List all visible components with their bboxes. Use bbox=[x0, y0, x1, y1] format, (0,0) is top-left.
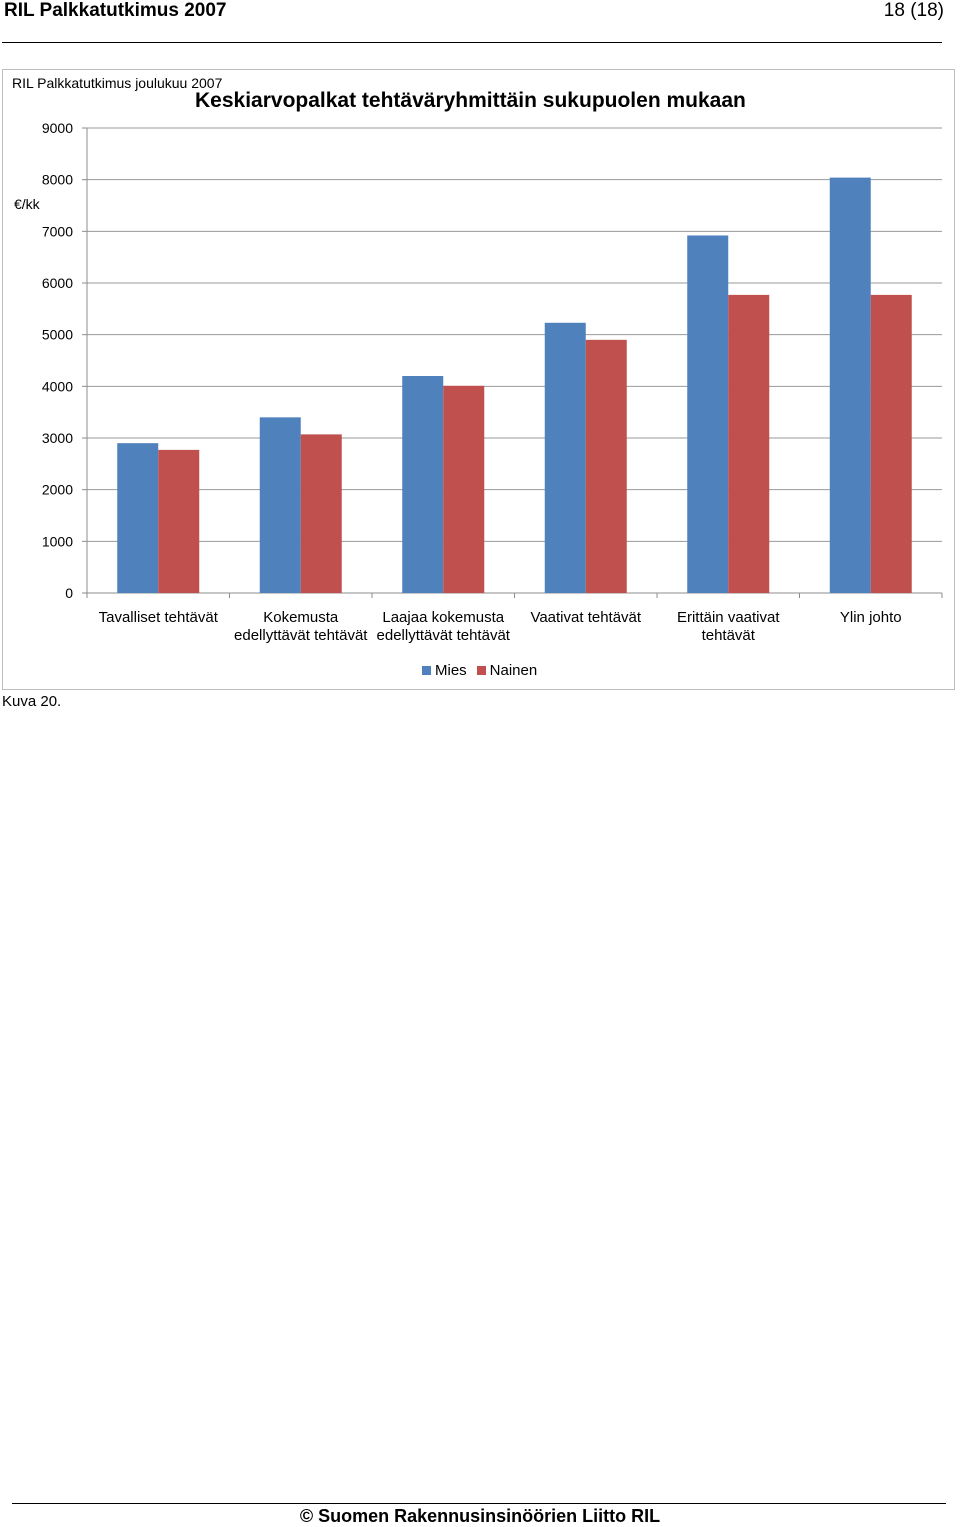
bar-mies bbox=[829, 177, 871, 593]
y-tick-label: 3000 bbox=[42, 430, 73, 446]
bar-mies bbox=[117, 443, 159, 593]
y-tick-label: 5000 bbox=[42, 327, 73, 343]
legend-label-mies: Mies bbox=[435, 662, 467, 679]
figure-caption: Kuva 20. bbox=[2, 693, 62, 710]
x-category-label: Vaativat tehtävät bbox=[530, 609, 641, 626]
y-tick-label: 9000 bbox=[42, 120, 73, 136]
document-header-title: RIL Palkkatutkimus 2007 bbox=[4, 0, 227, 21]
chart-legend: Mies Nainen bbox=[422, 662, 547, 679]
x-category-label-line: Kokemusta bbox=[263, 609, 339, 626]
y-axis-label: €/kk bbox=[14, 196, 40, 212]
y-tick-label: 0 bbox=[65, 585, 73, 601]
legend-swatch-nainen bbox=[476, 666, 486, 675]
y-tick-label: 7000 bbox=[42, 223, 73, 239]
x-category-label: Kokemusta edellyttävät tehtävät bbox=[234, 609, 368, 644]
y-tick-label: 1000 bbox=[42, 533, 73, 549]
bar-mies bbox=[402, 376, 444, 593]
y-tick-label: 2000 bbox=[42, 482, 73, 498]
bar-mies bbox=[687, 235, 729, 593]
bar-chart: 0 1000 2000 3000 4000 5000 6000 7000 8000 9000 Tav… bbox=[42, 120, 943, 644]
x-category-label-line: Ylin johto bbox=[840, 609, 902, 626]
y-tick-label: 4000 bbox=[42, 378, 73, 394]
x-category-label-line: tehtävät bbox=[702, 627, 756, 644]
y-tick-label: 6000 bbox=[42, 275, 73, 291]
header-divider bbox=[2, 42, 942, 43]
legend-label-nainen: Nainen bbox=[489, 662, 538, 679]
chart-title: Keskiarvopalkat tehtäväryhmittäin sukupu… bbox=[195, 89, 746, 112]
bar-mies bbox=[259, 417, 301, 593]
x-category-label-line: Laajaa kokemusta bbox=[382, 609, 504, 626]
bar-nainen bbox=[443, 385, 485, 593]
chart-frame bbox=[2, 69, 955, 690]
footer-copyright: © Suomen Rakennusinsinöörien Liitto RIL bbox=[299, 1506, 661, 1526]
bar-mies bbox=[544, 322, 586, 593]
x-category-label-line: Vaativat tehtävät bbox=[530, 609, 641, 626]
bar-nainen bbox=[300, 434, 342, 593]
x-category-label: Tavalliset tehtävät bbox=[99, 609, 219, 626]
x-category-label-line: Erittäin vaativat bbox=[677, 609, 780, 626]
legend-item-nainen: Nainen bbox=[476, 662, 538, 679]
footer-divider bbox=[12, 1503, 946, 1504]
x-category-label-line: edellyttävät tehtävät bbox=[377, 627, 511, 644]
x-category-label: Laajaa kokemusta edellyttävät tehtävät bbox=[377, 609, 511, 644]
legend-item-mies: Mies bbox=[422, 662, 467, 679]
chart-source-note: RIL Palkkatutkimus joulukuu 2007 bbox=[12, 75, 223, 91]
bar-nainen bbox=[585, 339, 627, 593]
bar-nainen bbox=[158, 449, 200, 593]
bar-nainen bbox=[870, 294, 912, 593]
x-category-label-line: edellyttävät tehtävät bbox=[234, 627, 368, 644]
x-category-label: Erittäin vaativat tehtävät bbox=[677, 609, 780, 644]
legend-swatch-mies bbox=[422, 666, 431, 675]
y-tick-label: 8000 bbox=[42, 172, 73, 188]
x-category-label-line: Tavalliset tehtävät bbox=[99, 609, 219, 626]
x-category-label: Ylin johto bbox=[840, 609, 902, 626]
page-number: 18 (18) bbox=[883, 0, 944, 21]
bar-nainen bbox=[728, 294, 770, 593]
